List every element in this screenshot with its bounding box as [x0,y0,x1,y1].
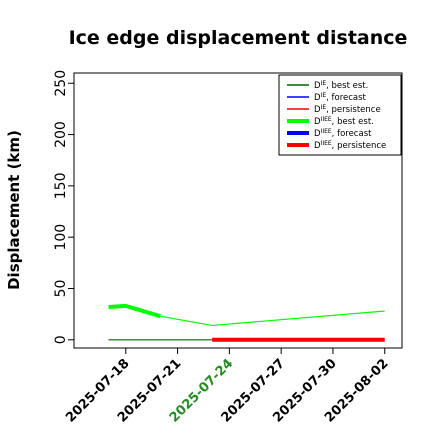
series-line-6 [160,310,385,327]
y-tick-label: 0 [53,335,69,344]
legend-box [278,74,402,156]
legend-entry: DIE, best est. [314,80,368,91]
y-tick-label: 100 [53,224,69,251]
y-axis: 0 50 100 150 200 250 [53,70,74,344]
series-line-3 [108,303,161,319]
legend-entry: DIE, forecast [314,92,367,103]
legend-entry: DIIEE, forecast [314,128,372,139]
y-tick-label: 250 [53,70,69,97]
y-tick-label: 150 [53,173,69,200]
y-axis-label: Displacement (km) [5,130,23,290]
legend-entry: DIIEE, persistence [314,140,386,151]
chart-title: Ice edge displacement distance [69,27,408,49]
x-axis: 2025-07-182025-07-212025-07-242025-07-27… [63,348,392,426]
legend-entry: DIE, persistence [314,104,381,115]
y-tick-label: 50 [53,280,69,298]
plot-frame [73,72,403,349]
legend-entry: DIIEE, best est. [314,116,374,127]
y-tick-label: 200 [53,121,69,148]
series-layer [108,303,385,342]
